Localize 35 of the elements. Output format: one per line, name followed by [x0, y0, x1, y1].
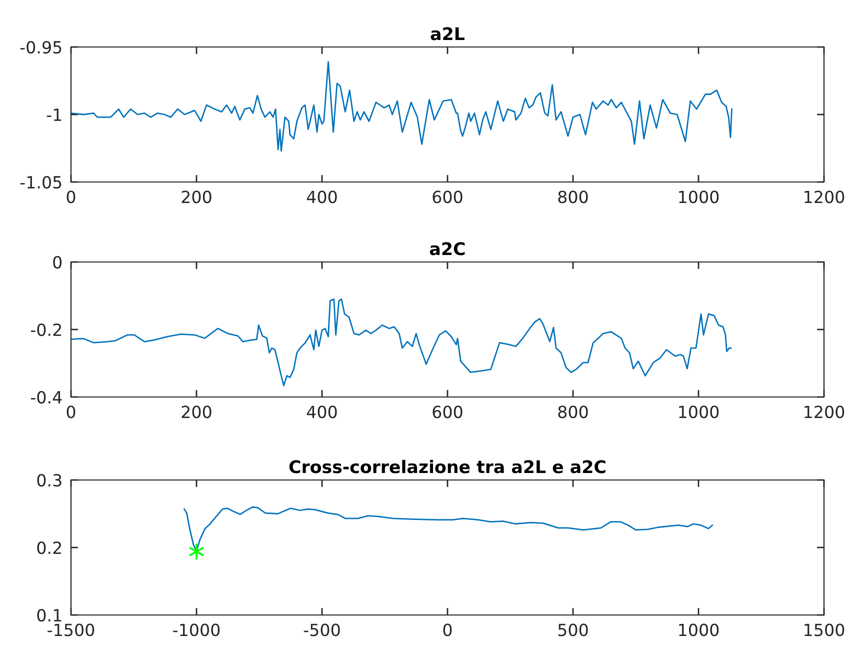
chart-title: a2C [430, 242, 465, 256]
y-tick-label: 0.2 [37, 541, 61, 554]
chart-title: Cross-correlazione tra a2L e a2C [289, 460, 606, 474]
x-tick-label: 500 [558, 624, 588, 636]
y-tick-label: -1.05 [20, 176, 62, 189]
chart-title: a2L [430, 27, 464, 40]
x-tick-label: 800 [558, 190, 588, 204]
x-tick-label: 0 [443, 624, 452, 636]
x-tick-label: 1000 [679, 624, 719, 636]
line-series [71, 298, 732, 386]
x-tick-label: 0 [66, 190, 76, 204]
y-tick-label: -0.95 [20, 40, 62, 54]
x-tick-label: 1000 [679, 190, 719, 204]
x-tick-label: 1000 [679, 406, 719, 418]
x-tick-label: 1200 [804, 406, 844, 418]
y-tick-label: -1 [46, 108, 62, 121]
x-tick-label: -1000 [173, 624, 220, 636]
y-tick-label: -0.4 [30, 390, 62, 404]
y-tick-label: 0.3 [37, 474, 62, 487]
x-tick-label: -1500 [48, 624, 94, 636]
line-series [71, 61, 732, 152]
x-tick-label: -500 [304, 624, 340, 636]
x-tick-label: 200 [182, 406, 212, 418]
x-tick-label: 600 [432, 406, 462, 418]
y-tick-label: 0 [53, 256, 62, 269]
x-tick-label: 600 [432, 190, 462, 204]
x-tick-label: 800 [558, 406, 588, 418]
y-tick-label: -0.2 [30, 323, 61, 336]
x-tick-label: 200 [182, 190, 212, 204]
x-tick-label: 400 [306, 190, 337, 204]
x-tick-label: 400 [306, 406, 337, 418]
y-tick-label: 0.1 [37, 608, 62, 622]
x-tick-label: 1500 [804, 624, 844, 636]
x-tick-label: 1200 [804, 190, 844, 204]
x-tick-label: 0 [66, 406, 76, 418]
